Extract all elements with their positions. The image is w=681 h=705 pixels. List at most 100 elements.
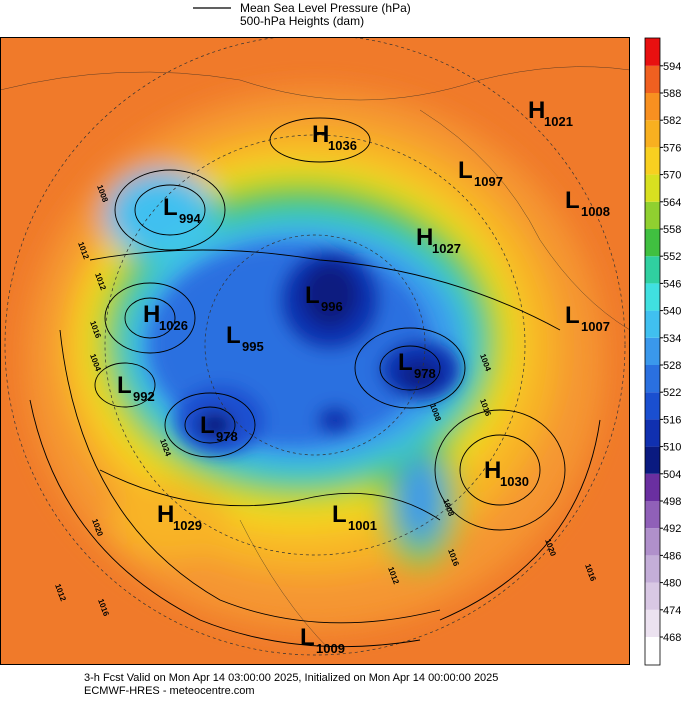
- colorbar-label: 564: [663, 197, 681, 209]
- center-letter: L: [305, 282, 320, 309]
- center-value: 1021: [544, 114, 573, 129]
- center-value: 1009: [316, 641, 345, 656]
- colorbar-label: 516: [663, 414, 681, 426]
- pressure-center: L 1001: [332, 501, 377, 533]
- colorbar-label: 504: [663, 469, 681, 481]
- colorbar-label: 480: [663, 578, 681, 590]
- colorbar-segment: [645, 501, 660, 529]
- center-value: 978: [216, 429, 238, 444]
- colorbar-label: 576: [663, 142, 681, 154]
- center-value: 1030: [500, 474, 529, 489]
- colorbar-label: 570: [663, 170, 681, 182]
- colorbar-segment: [645, 337, 660, 365]
- pressure-center: L 994: [163, 194, 201, 226]
- footer-source: ECMWF-HRES - meteocentre.com: [84, 685, 255, 697]
- legend-heights: 500-hPa Heights (dam): [240, 14, 364, 28]
- center-value: 1026: [159, 318, 188, 333]
- colorbar-label: 528: [663, 360, 681, 372]
- center-value: 1036: [328, 138, 357, 153]
- colorbar-label: 594: [663, 61, 681, 73]
- colorbar-label: 552: [663, 251, 681, 263]
- colorbar-label: 522: [663, 387, 681, 399]
- colorbar-segment: [645, 38, 660, 66]
- center-letter: H: [484, 457, 501, 484]
- colorbar-segment: [645, 609, 660, 637]
- center-value: 978: [414, 366, 436, 381]
- pressure-center: L 1008: [565, 187, 610, 219]
- center-value: 1029: [173, 518, 202, 533]
- pressure-center: L 996: [305, 282, 343, 314]
- colorbar-segment: [645, 229, 660, 257]
- center-letter: L: [565, 187, 580, 214]
- center-letter: H: [143, 301, 160, 328]
- colorbar-segment: [645, 93, 660, 121]
- map-frame: [0, 37, 630, 665]
- pressure-center: L 978: [398, 349, 436, 381]
- center-letter: L: [300, 624, 315, 651]
- center-value: 1008: [581, 204, 610, 219]
- center-letter: H: [528, 97, 545, 124]
- center-letter: L: [117, 372, 132, 399]
- colorbar-segment: [645, 582, 660, 610]
- colorbar-label: 492: [663, 523, 681, 535]
- center-value: 992: [133, 389, 155, 404]
- colorbar-segment: [645, 365, 660, 393]
- center-letter: L: [226, 322, 241, 349]
- colorbar-segment: [645, 65, 660, 93]
- colorbar-segment: [645, 473, 660, 501]
- pressure-center: L 978: [200, 412, 238, 444]
- colorbar-segment: [645, 256, 660, 284]
- footer-valid-time: 3-h Fcst Valid on Mon Apr 14 03:00:00 20…: [84, 672, 498, 684]
- colorbar-label: 540: [663, 306, 681, 318]
- center-value: 994: [179, 211, 201, 226]
- colorbar-below: [645, 637, 660, 665]
- pressure-center: L 1009: [300, 624, 345, 656]
- colorbar-label: 546: [663, 278, 681, 290]
- legend-mslp: Mean Sea Level Pressure (hPa): [240, 1, 411, 15]
- colorbar-segment: [645, 446, 660, 474]
- center-letter: L: [332, 501, 347, 528]
- colorbar-segment: [645, 120, 660, 148]
- colorbar-segment: [645, 528, 660, 556]
- colorbar-segment: [645, 310, 660, 338]
- center-letter: L: [398, 349, 413, 376]
- colorbar-segment: [645, 419, 660, 447]
- colorbar-label: 558: [663, 224, 681, 236]
- center-value: 1027: [432, 241, 461, 256]
- colorbar-label: 468: [663, 632, 681, 644]
- colorbar-label: 588: [663, 88, 681, 100]
- colorbar-label: 486: [663, 550, 681, 562]
- colorbar-segment: [645, 201, 660, 229]
- center-value: 1001: [348, 518, 377, 533]
- colorbar-segment: [645, 392, 660, 420]
- colorbar-segment: [645, 283, 660, 311]
- map-field: [0, 37, 630, 665]
- center-letter: H: [157, 501, 174, 528]
- center-value: 995: [242, 339, 264, 354]
- colorbar-label: 474: [663, 605, 681, 617]
- center-value: 996: [321, 299, 343, 314]
- center-letter: L: [565, 302, 580, 329]
- center-value: 1097: [474, 174, 503, 189]
- colorbar-segment: [645, 555, 660, 583]
- colorbar-segment: [645, 147, 660, 175]
- center-letter: L: [458, 157, 473, 184]
- pressure-center: L 1007: [565, 302, 610, 334]
- colorbar-label: 498: [663, 496, 681, 508]
- colorbar-frame: [644, 37, 661, 666]
- pressure-center: L 1097: [458, 157, 503, 189]
- center-letter: H: [416, 224, 433, 251]
- colorbar-segment: [645, 174, 660, 202]
- center-letter: H: [312, 121, 329, 148]
- pressure-center: L 995: [226, 322, 264, 354]
- center-value: 1007: [581, 319, 610, 334]
- center-letter: L: [200, 412, 215, 439]
- colorbar-label: 582: [663, 115, 681, 127]
- pressure-center: L 992: [117, 372, 155, 404]
